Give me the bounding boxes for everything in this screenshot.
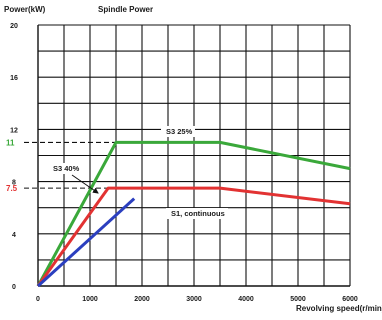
y-tick-label: 4: [12, 232, 16, 239]
x-tick-label: 1000: [82, 296, 98, 303]
y-tick-label: 20: [10, 23, 18, 30]
x-tick-label: 2000: [134, 296, 150, 303]
annotations: S3 25% S3 40% S1, continuous: [49, 126, 228, 219]
x-tick-label: 0: [36, 296, 40, 303]
chart-title: Spindle Power: [98, 5, 153, 14]
x-tick-label: 3000: [186, 296, 202, 303]
y-axis-title: Power(kW): [4, 5, 46, 14]
x-tick-label: 5000: [290, 296, 306, 303]
grid: [37, 24, 351, 287]
reference-lines: [24, 141, 116, 189]
series-label-s1: S1, continuous: [171, 209, 225, 218]
y-tick-label: 8: [12, 180, 16, 187]
series-lines: [36, 140, 351, 288]
label-background: [166, 208, 228, 219]
series-line: [36, 140, 351, 287]
tick-labels: 11 7.5 0 1000 2000 3000 4000 5000 6000 0 4 8 12 16 20: [6, 23, 358, 303]
reference-label: 11: [6, 138, 15, 147]
x-tick-label: 4000: [238, 296, 254, 303]
series-line: [36, 186, 351, 287]
x-axis-title: Revolving speed(r/min): [296, 304, 382, 313]
label-background: [49, 163, 85, 174]
reference-label: 7.5: [6, 184, 18, 193]
y-tick-label: 0: [12, 284, 16, 291]
series-line: [36, 197, 136, 288]
series-label-s3-40: S3 40%: [53, 164, 80, 173]
x-tick-label: 6000: [342, 296, 358, 303]
label-background: [161, 126, 195, 137]
y-tick-label: 12: [10, 127, 18, 134]
series-label-s3-25: S3 25%: [166, 127, 193, 136]
y-tick-label: 16: [10, 75, 18, 82]
series-pointer-arrow: [71, 174, 99, 194]
